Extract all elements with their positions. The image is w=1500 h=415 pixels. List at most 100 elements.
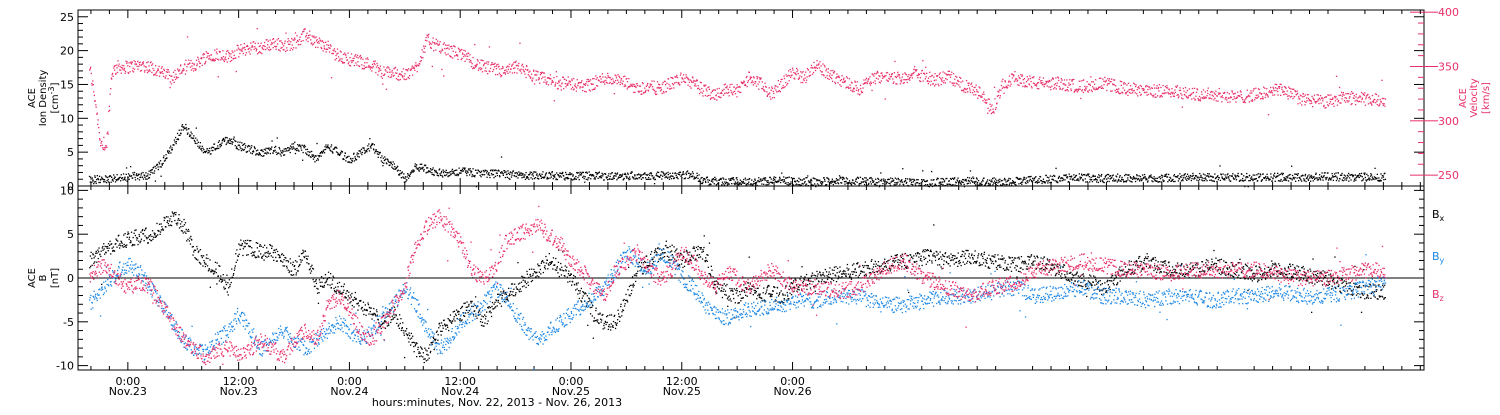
density-series-point xyxy=(431,172,432,173)
density-series-point xyxy=(576,179,577,180)
velocity-series-point xyxy=(756,86,757,87)
density-series-point xyxy=(142,177,143,178)
velocity-series-point xyxy=(1374,99,1375,100)
velocity-series-point xyxy=(854,88,855,89)
velocity-series-point xyxy=(483,64,484,65)
velocity-series-point xyxy=(810,75,811,76)
velocity-series-point xyxy=(816,67,817,68)
velocity-series-point xyxy=(442,49,443,50)
density-series-point xyxy=(1056,181,1057,182)
density-series-point xyxy=(495,176,496,177)
density-series-point xyxy=(163,163,164,164)
velocity-series-point xyxy=(1357,100,1358,101)
density-series-point xyxy=(919,183,920,184)
velocity-series-point xyxy=(722,90,723,91)
density-series-point xyxy=(1052,176,1053,177)
velocity-series-point xyxy=(290,50,291,51)
velocity-series-point xyxy=(1339,95,1340,96)
velocity-series-point xyxy=(461,58,462,59)
velocity-series-point xyxy=(197,57,198,58)
velocity-series-point xyxy=(1376,101,1377,102)
velocity-series-point xyxy=(811,65,812,66)
density-series-point xyxy=(822,181,823,182)
velocity-series-point xyxy=(882,75,883,76)
velocity-series-point xyxy=(1281,87,1282,88)
density-series-point xyxy=(300,147,301,148)
density-series-point xyxy=(416,164,417,165)
density-series-point xyxy=(696,173,697,174)
density-series-point xyxy=(267,152,268,153)
velocity-series-point xyxy=(701,88,702,89)
velocity-series-point xyxy=(560,80,561,81)
velocity-series-point xyxy=(764,91,765,92)
velocity-series-point xyxy=(861,91,862,92)
velocity-series-point xyxy=(999,89,1000,90)
velocity-series-point xyxy=(1036,85,1037,86)
velocity-series-point xyxy=(143,61,144,62)
velocity-series-point xyxy=(1212,91,1213,92)
density-series-point xyxy=(860,177,861,178)
velocity-series-point xyxy=(1257,95,1258,96)
velocity-series-point xyxy=(1233,93,1234,94)
density-series-point xyxy=(1006,184,1007,185)
velocity-series-point xyxy=(1335,100,1336,101)
density-series-point xyxy=(903,184,904,185)
density-series-point xyxy=(172,149,173,150)
velocity-series-point xyxy=(1224,92,1225,93)
density-series-point xyxy=(146,176,147,177)
velocity-series-point xyxy=(439,51,440,52)
velocity-series-point xyxy=(209,55,210,56)
velocity-series-point xyxy=(1266,88,1267,89)
velocity-series-point xyxy=(132,62,133,63)
density-series-point xyxy=(157,166,158,167)
velocity-series-point xyxy=(867,81,868,82)
velocity-series-point xyxy=(390,71,391,72)
velocity-series-point xyxy=(271,42,272,43)
density-series-point xyxy=(835,181,836,182)
velocity-series-point xyxy=(1290,91,1291,92)
velocity-series-point xyxy=(155,65,156,66)
velocity-series-point xyxy=(1042,84,1043,85)
density-series-point xyxy=(393,169,394,170)
velocity-series-point xyxy=(687,85,688,86)
velocity-series-point xyxy=(314,37,315,38)
velocity-series-point xyxy=(686,77,687,78)
density-series-point xyxy=(845,181,846,182)
velocity-series-point xyxy=(459,49,460,50)
density-series-point xyxy=(475,170,476,171)
velocity-series-point xyxy=(428,37,429,38)
velocity-series-point xyxy=(1381,80,1382,81)
density-series-point xyxy=(179,130,180,131)
density-series-point xyxy=(122,177,123,178)
density-series-point xyxy=(787,184,788,185)
velocity-series-point xyxy=(587,85,588,86)
velocity-series-point xyxy=(1308,98,1309,99)
density-series-point xyxy=(394,166,395,167)
velocity-series-point xyxy=(1165,92,1166,93)
density-series-point xyxy=(1046,175,1047,176)
velocity-series-point xyxy=(657,81,658,82)
density-series-point xyxy=(1004,178,1005,179)
density-series-point xyxy=(124,177,125,178)
density-series-point xyxy=(452,173,453,174)
density-series-point xyxy=(999,181,1000,182)
density-series-point xyxy=(226,142,227,143)
velocity-series-point xyxy=(178,71,179,72)
velocity-series-point xyxy=(464,61,465,62)
velocity-series-point xyxy=(474,44,475,45)
density-series-point xyxy=(177,133,178,134)
density-series-point xyxy=(993,182,994,183)
density-series-point xyxy=(357,156,358,157)
density-series-point xyxy=(369,150,370,151)
velocity-series-point xyxy=(405,79,406,80)
velocity-series-point xyxy=(389,69,390,70)
velocity-series-point xyxy=(320,40,321,41)
density-series-point xyxy=(439,173,440,174)
velocity-series-point xyxy=(1229,93,1230,94)
velocity-series-point xyxy=(1182,107,1183,108)
velocity-series-point xyxy=(841,86,842,87)
density-series-point xyxy=(787,177,788,178)
density-series-point xyxy=(571,173,572,174)
velocity-series-point xyxy=(980,95,981,96)
velocity-series-point xyxy=(306,33,307,34)
